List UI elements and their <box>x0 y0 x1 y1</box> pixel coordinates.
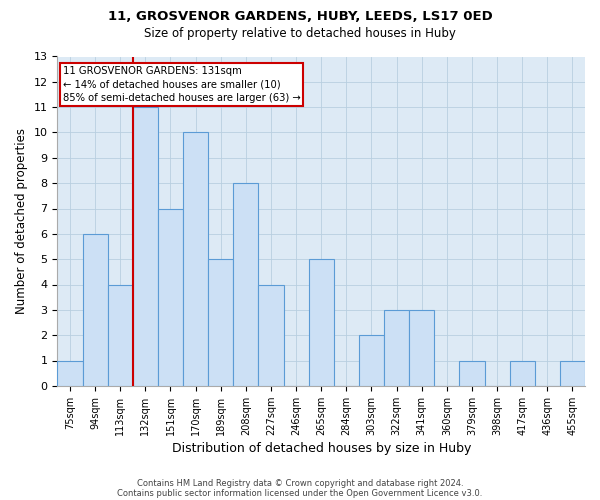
Text: Size of property relative to detached houses in Huby: Size of property relative to detached ho… <box>144 28 456 40</box>
Text: Contains HM Land Registry data © Crown copyright and database right 2024.: Contains HM Land Registry data © Crown c… <box>137 478 463 488</box>
Bar <box>460 360 485 386</box>
Bar <box>259 284 284 386</box>
Text: 11, GROSVENOR GARDENS, HUBY, LEEDS, LS17 0ED: 11, GROSVENOR GARDENS, HUBY, LEEDS, LS17… <box>107 10 493 23</box>
Bar <box>83 234 107 386</box>
Bar <box>359 335 384 386</box>
Bar <box>107 284 133 386</box>
Bar <box>560 360 585 386</box>
Bar <box>409 310 434 386</box>
Bar <box>183 132 208 386</box>
Bar <box>208 259 233 386</box>
Bar <box>58 360 83 386</box>
Bar <box>308 259 334 386</box>
Text: 11 GROSVENOR GARDENS: 131sqm
← 14% of detached houses are smaller (10)
85% of se: 11 GROSVENOR GARDENS: 131sqm ← 14% of de… <box>62 66 301 103</box>
X-axis label: Distribution of detached houses by size in Huby: Distribution of detached houses by size … <box>172 442 471 455</box>
Bar <box>509 360 535 386</box>
Bar <box>233 183 259 386</box>
Bar <box>384 310 409 386</box>
Bar <box>133 107 158 386</box>
Y-axis label: Number of detached properties: Number of detached properties <box>15 128 28 314</box>
Bar <box>158 208 183 386</box>
Text: Contains public sector information licensed under the Open Government Licence v3: Contains public sector information licen… <box>118 488 482 498</box>
